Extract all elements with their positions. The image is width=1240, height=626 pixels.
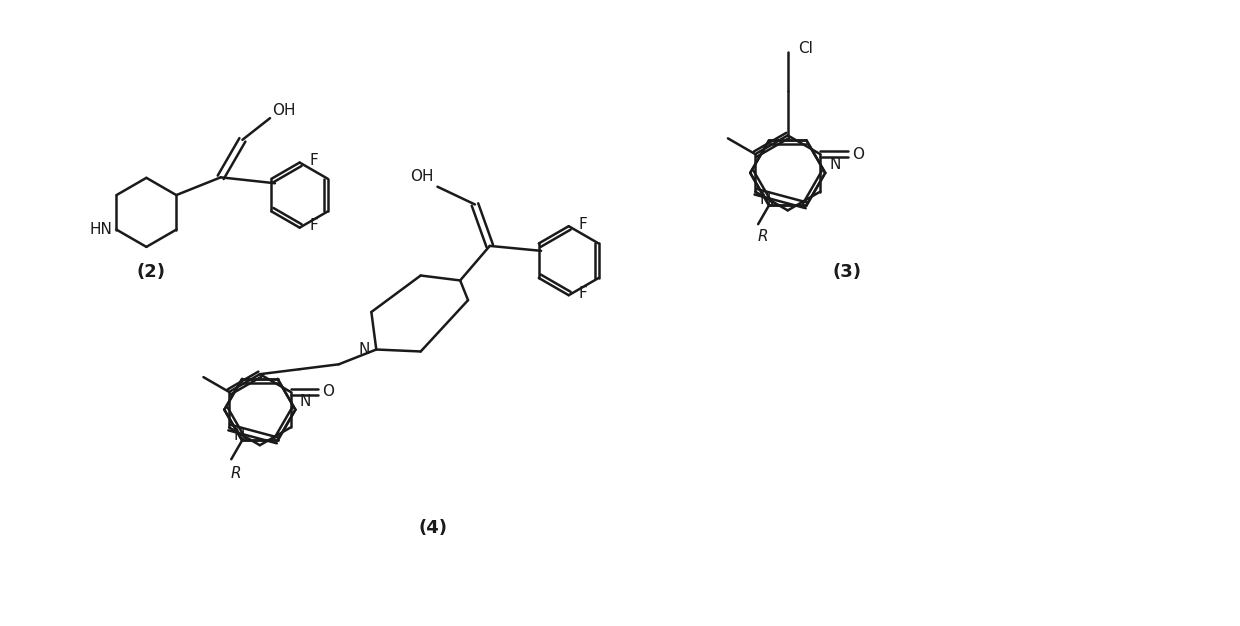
Text: OH: OH bbox=[272, 103, 295, 118]
Text: (3): (3) bbox=[832, 262, 862, 280]
Text: N: N bbox=[830, 158, 841, 173]
Text: F: F bbox=[578, 217, 587, 232]
Text: N: N bbox=[300, 394, 311, 409]
Text: F: F bbox=[309, 218, 317, 233]
Text: OH: OH bbox=[410, 170, 434, 184]
Text: F: F bbox=[309, 153, 317, 168]
Text: R: R bbox=[231, 466, 242, 481]
Text: (2): (2) bbox=[136, 262, 166, 280]
Text: N: N bbox=[233, 428, 244, 443]
Text: N: N bbox=[358, 342, 370, 357]
Text: O: O bbox=[322, 384, 334, 399]
Text: N: N bbox=[759, 192, 771, 207]
Text: R: R bbox=[758, 228, 769, 244]
Text: (4): (4) bbox=[418, 519, 448, 537]
Text: HN: HN bbox=[89, 222, 112, 237]
Text: O: O bbox=[852, 146, 864, 162]
Text: Cl: Cl bbox=[799, 41, 813, 56]
Text: F: F bbox=[578, 285, 587, 300]
